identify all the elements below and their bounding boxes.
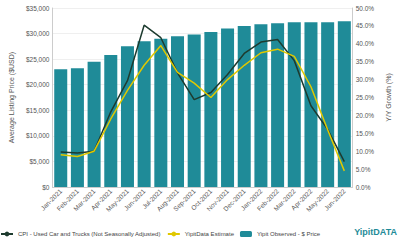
svg-text:Oct-2021: Oct-2021 bbox=[189, 187, 214, 212]
svg-text:45.0%: 45.0% bbox=[356, 22, 375, 29]
svg-text:Dec-2021: Dec-2021 bbox=[221, 187, 247, 213]
svg-text:YipitDATA: YipitDATA bbox=[354, 227, 397, 237]
svg-text:$0: $0 bbox=[42, 184, 50, 191]
svg-text:0.0%: 0.0% bbox=[356, 184, 371, 191]
svg-text:Jun-2021: Jun-2021 bbox=[122, 187, 147, 212]
svg-text:Jun-2022: Jun-2022 bbox=[323, 187, 347, 211]
svg-text:Apr-2021: Apr-2021 bbox=[89, 187, 114, 212]
svg-text:May-2022: May-2022 bbox=[304, 187, 331, 213]
svg-text:Jul-2021: Jul-2021 bbox=[140, 187, 164, 211]
svg-text:Feb-2021: Feb-2021 bbox=[55, 187, 80, 213]
svg-text:Sep-2021: Sep-2021 bbox=[171, 187, 197, 213]
svg-text:$35,000: $35,000 bbox=[26, 5, 50, 12]
svg-text:25.0%: 25.0% bbox=[356, 94, 375, 101]
svg-text:30.0%: 30.0% bbox=[356, 76, 375, 83]
svg-text:Mar-2022: Mar-2022 bbox=[272, 187, 297, 213]
svg-text:Mar-2021: Mar-2021 bbox=[72, 187, 97, 213]
svg-text:40.0%: 40.0% bbox=[356, 40, 375, 47]
svg-text:5.0%: 5.0% bbox=[356, 166, 371, 173]
svg-text:Jan-2022: Jan-2022 bbox=[239, 187, 264, 212]
svg-text:$30,000: $30,000 bbox=[26, 30, 50, 37]
svg-text:May-2021: May-2021 bbox=[104, 187, 130, 213]
svg-text:Jan-2021: Jan-2021 bbox=[39, 187, 64, 212]
svg-text:Average Listing Price ($USD): Average Listing Price ($USD) bbox=[8, 52, 16, 143]
svg-text:Apr-2022: Apr-2022 bbox=[289, 187, 314, 212]
svg-text:$5,000: $5,000 bbox=[30, 158, 50, 165]
svg-text:Feb-2022: Feb-2022 bbox=[255, 187, 281, 213]
svg-text:35.0%: 35.0% bbox=[356, 58, 375, 65]
svg-text:YipitData Estimate: YipitData Estimate bbox=[185, 231, 235, 237]
svg-text:20.0%: 20.0% bbox=[356, 112, 375, 119]
svg-text:10.0%: 10.0% bbox=[356, 148, 375, 155]
svg-text:15.0%: 15.0% bbox=[356, 130, 375, 137]
svg-text:50.0%: 50.0% bbox=[356, 5, 375, 12]
svg-text:$15,000: $15,000 bbox=[26, 107, 50, 114]
svg-text:Aug-2021: Aug-2021 bbox=[155, 187, 180, 213]
svg-text:Y/Y Growth (%): Y/Y Growth (%) bbox=[385, 73, 393, 122]
svg-text:Yipit Observed - $ Price: Yipit Observed - $ Price bbox=[257, 231, 321, 237]
svg-text:$25,000: $25,000 bbox=[26, 56, 50, 63]
svg-text:Nov-2021: Nov-2021 bbox=[205, 187, 230, 213]
svg-text:CPI - Used Car and Trucks (Not: CPI - Used Car and Trucks (Not Seasonall… bbox=[18, 231, 160, 237]
svg-text:$10,000: $10,000 bbox=[26, 132, 50, 139]
svg-text:$20,000: $20,000 bbox=[26, 81, 50, 88]
